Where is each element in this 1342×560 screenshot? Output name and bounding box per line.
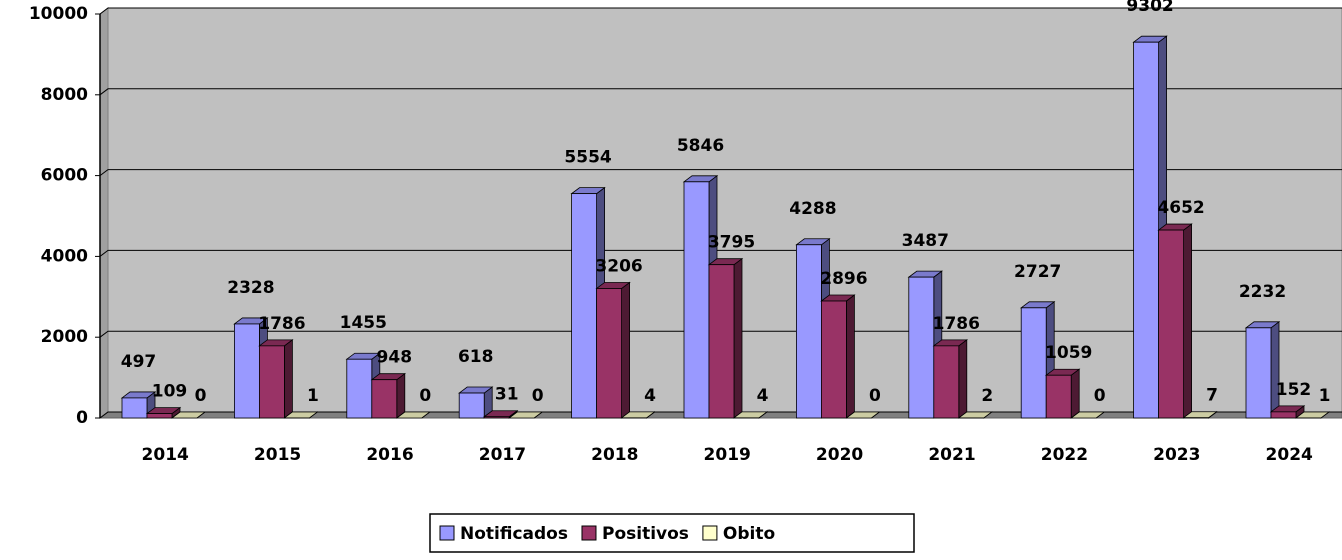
bar: [821, 300, 847, 419]
data-label: 3206: [595, 256, 642, 276]
bar-side: [396, 372, 406, 419]
data-label: 4: [757, 386, 769, 406]
bar-side: [1070, 368, 1080, 419]
x-tick-label: 2016: [366, 445, 413, 465]
legend-label: Positivos: [602, 524, 689, 544]
bar: [1133, 41, 1159, 419]
x-tick-label: 2019: [704, 445, 751, 465]
bar-top: [170, 411, 207, 419]
y-tick-label: 2000: [41, 327, 88, 347]
data-label: 948: [377, 348, 413, 368]
legend-box: [429, 513, 915, 553]
y-tick-label: 6000: [41, 166, 88, 186]
data-label: 1455: [340, 313, 387, 333]
x-tick-label: 2022: [1041, 445, 1088, 465]
data-label: 2896: [820, 269, 867, 289]
bar: [233, 323, 260, 419]
x-tick-label: 2015: [254, 445, 301, 465]
bar-side: [1183, 223, 1192, 419]
x-tick-label: 2023: [1153, 445, 1200, 465]
bar: [146, 413, 173, 419]
bar-side: [958, 339, 968, 419]
grid-line: [99, 249, 1342, 257]
bar: [121, 397, 148, 419]
bar: [933, 345, 960, 419]
data-label: 618: [458, 347, 494, 367]
data-label: 9302: [1126, 0, 1173, 16]
bar: [571, 193, 597, 419]
data-label: 1786: [933, 314, 980, 334]
x-tick-label: 2020: [816, 445, 863, 465]
bar-top: [1069, 411, 1106, 419]
bar: [908, 276, 935, 419]
x-tick-label: 2017: [479, 445, 526, 465]
data-label: 4652: [1157, 198, 1204, 218]
data-label: 1059: [1045, 343, 1092, 363]
bar-top: [508, 411, 544, 419]
bar: [796, 244, 822, 419]
bar: [1245, 327, 1272, 419]
legend-label: Obito: [723, 524, 775, 544]
grid-line: [99, 7, 1342, 15]
x-tick-label: 2018: [591, 445, 638, 465]
data-label: 152: [1276, 380, 1312, 400]
bar-side: [1270, 321, 1280, 419]
data-label: 2: [981, 386, 993, 406]
grid-line: [99, 169, 1342, 177]
bar: [1045, 374, 1072, 419]
data-label: 5846: [677, 136, 724, 156]
bar-side: [283, 339, 293, 419]
data-label: 1: [1319, 386, 1331, 406]
data-label: 0: [419, 386, 431, 406]
x-tick-label: 2014: [142, 445, 189, 465]
bar: [708, 264, 735, 419]
bar-top: [395, 411, 431, 419]
bar-side: [621, 281, 630, 419]
bar: [683, 181, 710, 419]
legend-swatch: [439, 525, 455, 541]
legend-swatch: [581, 525, 597, 541]
data-label: 31: [495, 385, 519, 405]
data-label: 0: [869, 386, 881, 406]
x-tick-label: 2021: [928, 445, 975, 465]
data-label: 497: [121, 352, 157, 372]
data-label: 3795: [708, 233, 755, 253]
data-label: 109: [152, 382, 188, 402]
data-label: 1786: [258, 314, 305, 334]
bar: [483, 416, 510, 419]
y-tick-label: 4000: [41, 246, 88, 266]
y-tick-label: 8000: [41, 85, 88, 105]
grid-line: [99, 88, 1342, 96]
data-label: 0: [195, 386, 207, 406]
bar-side: [733, 257, 743, 419]
side-wall: [99, 7, 109, 419]
bar-side: [846, 294, 855, 419]
x-tick-label: 2024: [1266, 445, 1313, 465]
y-tick-label: 10000: [29, 4, 88, 24]
data-label: 1: [307, 386, 319, 406]
legend-label: Notificados: [460, 524, 568, 544]
data-label: 0: [1094, 386, 1106, 406]
bar: [346, 358, 373, 419]
legend-swatch: [702, 525, 718, 541]
data-label: 2328: [227, 278, 274, 298]
data-label: 4: [644, 386, 656, 406]
data-label: 2727: [1014, 262, 1061, 282]
bar: [458, 392, 485, 419]
bar: [258, 345, 285, 419]
bar: [1270, 411, 1297, 419]
y-tick-label: 0: [76, 408, 88, 428]
data-label: 2232: [1239, 282, 1286, 302]
data-label: 0: [532, 386, 544, 406]
bar: [596, 288, 622, 419]
data-label: 3487: [902, 231, 949, 251]
bar: [1158, 229, 1184, 419]
bar: [1020, 307, 1047, 419]
data-label: 7: [1206, 386, 1218, 406]
bar: [371, 379, 398, 419]
data-label: 5554: [564, 148, 611, 168]
bar-top: [845, 411, 881, 419]
data-label: 4288: [789, 199, 836, 219]
